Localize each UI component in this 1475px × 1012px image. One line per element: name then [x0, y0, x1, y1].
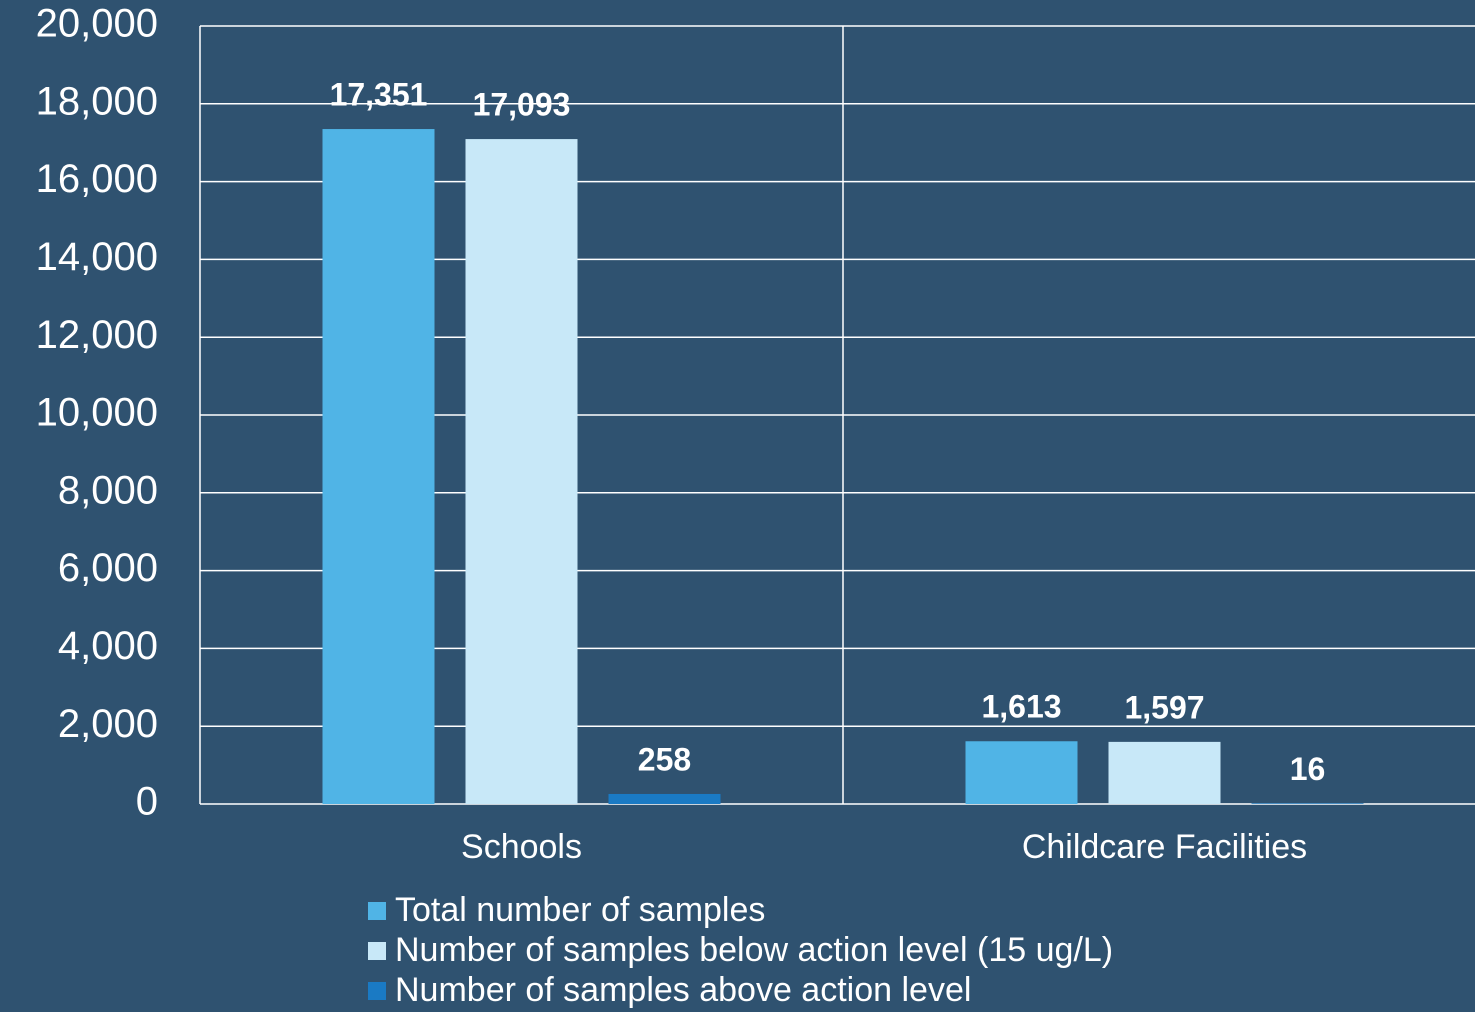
- y-tick-label: 0: [136, 780, 158, 824]
- legend-swatch: [368, 902, 386, 920]
- bar: [1251, 803, 1364, 804]
- bar: [465, 139, 578, 805]
- legend-label: Number of samples below action level (15…: [395, 931, 1113, 969]
- bar: [608, 793, 721, 804]
- data-label: 1,613: [981, 689, 1061, 725]
- legend-label: Total number of samples: [395, 891, 765, 929]
- x-tick-label: Schools: [461, 828, 582, 866]
- bar: [322, 129, 435, 805]
- data-label: 1,597: [1124, 689, 1204, 725]
- y-tick-label: 6,000: [58, 546, 158, 590]
- legend-label: Number of samples above action level: [395, 971, 971, 1009]
- x-tick-label: Childcare Facilities: [1022, 828, 1307, 866]
- y-tick-label: 10,000: [36, 391, 158, 435]
- y-tick-label: 20,000: [36, 2, 158, 46]
- data-label: 17,093: [473, 87, 571, 123]
- y-tick-label: 2,000: [58, 702, 158, 746]
- data-label: 16: [1290, 751, 1326, 787]
- bar: [965, 741, 1078, 804]
- y-tick-label: 14,000: [36, 235, 158, 279]
- y-tick-label: 16,000: [36, 157, 158, 201]
- legend-swatch: [368, 982, 386, 1000]
- bar: [1108, 741, 1221, 804]
- legend-swatch: [368, 942, 386, 960]
- y-tick-label: 18,000: [36, 79, 158, 123]
- data-label: 258: [638, 741, 691, 777]
- y-tick-label: 4,000: [58, 624, 158, 668]
- data-label: 17,351: [330, 76, 428, 112]
- y-tick-label: 12,000: [36, 313, 158, 357]
- y-tick-label: 8,000: [58, 468, 158, 512]
